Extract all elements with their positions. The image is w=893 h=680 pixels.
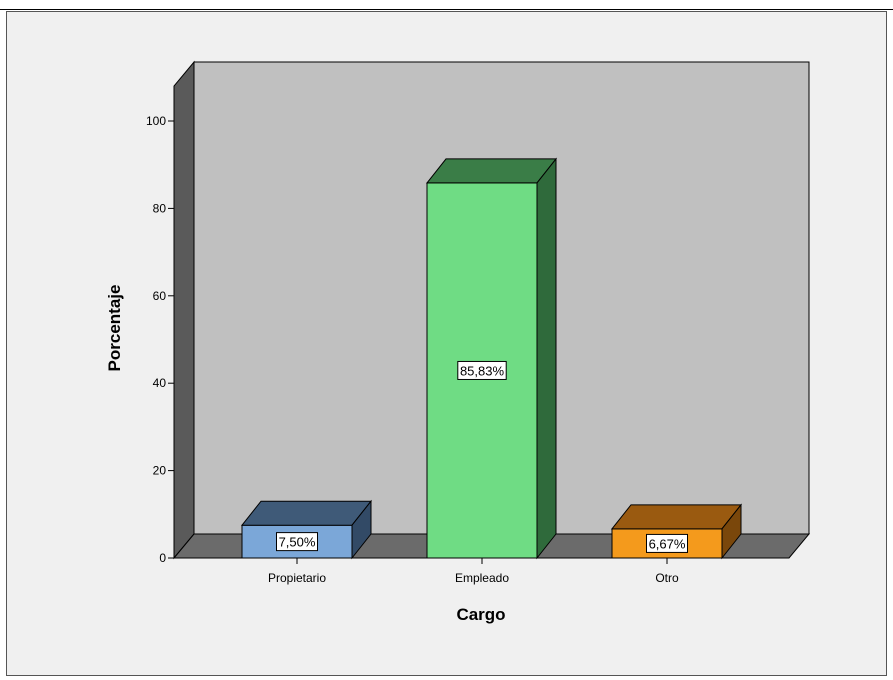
y-tick-label: 100 <box>146 114 166 128</box>
x-tick-label: Empleado <box>455 571 509 585</box>
bar-top <box>240 500 373 526</box>
bars: 7,50% 85,83% 6,67% <box>240 157 743 560</box>
data-label-box <box>276 532 318 552</box>
bar-top <box>425 158 558 184</box>
x-axis-title: Cargo <box>456 605 505 624</box>
bar-empleado: 85,83% <box>425 157 558 560</box>
bar-side <box>536 157 557 560</box>
x-tick-label: Otro <box>655 571 679 585</box>
y-tick-label: 40 <box>153 376 167 390</box>
y-axis: 0 20 40 60 80 100 <box>146 86 175 565</box>
bar-otro: 6,67% <box>610 503 743 560</box>
x-axis: Propietario Empleado Otro <box>174 557 789 585</box>
bar-side <box>351 499 372 560</box>
bar-propietario: 7,50% <box>240 499 373 560</box>
data-label: 85,83% <box>460 363 505 378</box>
x-tick-label: Propietario <box>268 571 326 585</box>
y-tick-label: 60 <box>153 289 167 303</box>
y-tick-label: 0 <box>159 551 166 565</box>
y-tick-label: 20 <box>153 464 167 478</box>
side-wall <box>173 60 195 560</box>
data-label: 6,67% <box>649 536 686 551</box>
y-axis-title: Porcentaje <box>105 285 124 372</box>
data-label-box <box>646 533 688 553</box>
top-border-line <box>0 9 893 10</box>
bar-side <box>721 503 742 560</box>
bar-top <box>610 504 743 530</box>
data-label-box <box>457 360 507 380</box>
y-tick-label: 80 <box>153 201 167 215</box>
data-label: 7,50% <box>279 535 316 550</box>
